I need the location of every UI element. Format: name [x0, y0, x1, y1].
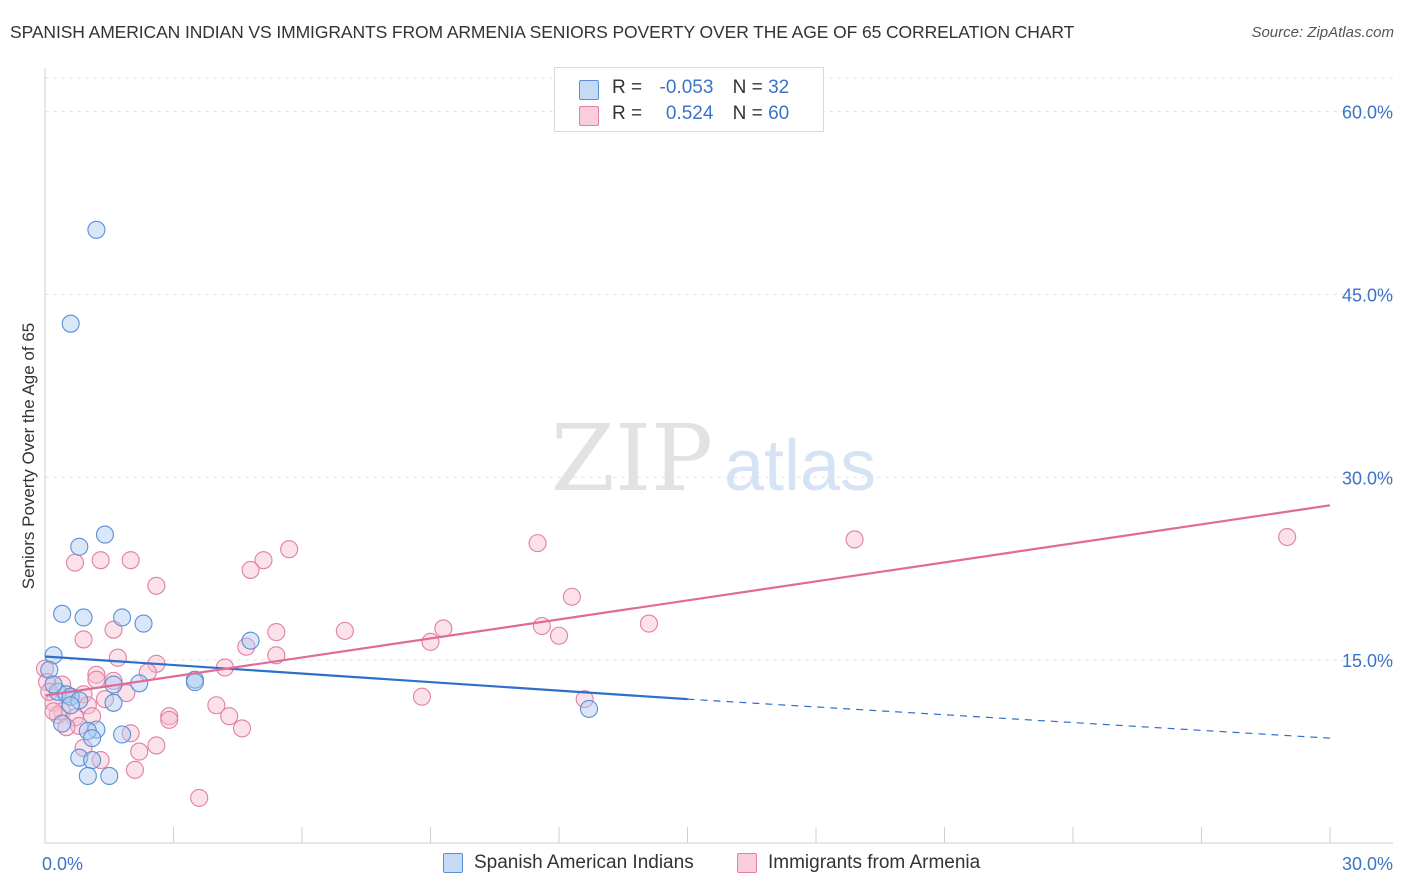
legend-label: Spanish American Indians: [474, 852, 694, 873]
data-point-armenia: [549, 626, 569, 645]
data-point-spanish-american-indian: [61, 314, 80, 333]
legend-swatch-pink: [579, 106, 599, 126]
data-point-spanish-american-indian: [83, 729, 102, 748]
data-point-armenia: [280, 540, 299, 559]
correlation-legend: R = -0.053 N = 32 R = 0.524 N = 60: [554, 67, 824, 132]
x-tick-labels: 0.0% 30.0%: [42, 854, 1393, 874]
y-tick-labels: 15.0% 30.0% 45.0% 60.0%: [1342, 103, 1393, 672]
data-point-armenia: [335, 621, 354, 640]
y-tick-label: 15.0%: [1342, 651, 1393, 671]
data-point-armenia: [74, 630, 93, 649]
data-point-spanish-american-indian: [61, 696, 80, 715]
data-point-armenia: [125, 760, 144, 779]
data-point-spanish-american-indian: [70, 691, 89, 710]
legend-label: Immigrants from Armenia: [768, 852, 981, 873]
data-point-armenia: [160, 710, 179, 729]
legend-swatch-blue: [443, 853, 463, 873]
data-point-spanish-american-indian: [95, 525, 115, 544]
data-point-spanish-american-indian: [53, 604, 72, 623]
data-point-armenia: [147, 576, 166, 595]
series-spanish-american-indians: [40, 220, 599, 786]
data-point-armenia: [267, 623, 286, 642]
data-point-armenia: [121, 551, 140, 570]
data-point-spanish-american-indian: [44, 675, 63, 694]
chart-title: SPANISH AMERICAN INDIAN VS IMMIGRANTS FR…: [10, 22, 1075, 42]
data-point-spanish-american-indian: [70, 537, 89, 556]
data-point-armenia: [562, 587, 581, 606]
legend-n-value: 60: [768, 103, 790, 124]
data-point-armenia: [254, 551, 273, 570]
data-point-armenia: [65, 553, 85, 572]
watermark: ZIP atlas: [551, 405, 876, 512]
data-point-armenia: [87, 670, 106, 689]
trend-line-spanish-american-indians: [44, 655, 688, 701]
legend-n-value: 32: [768, 77, 790, 98]
data-point-armenia: [528, 534, 547, 553]
watermark-atlas: atlas: [724, 426, 876, 506]
data-point-armenia: [421, 632, 440, 651]
legend-r-value: 0.524: [665, 103, 714, 124]
y-tick-label: 30.0%: [1342, 468, 1393, 488]
trend-line-extension-spanish-american-indians: [687, 698, 1331, 739]
trend-lines: [44, 504, 1331, 739]
data-point-armenia: [87, 665, 106, 684]
legend-swatch-pink: [737, 853, 757, 873]
watermark-zip: ZIP: [551, 405, 713, 512]
y-tick-label: 60.0%: [1342, 103, 1393, 123]
y-axis-title: Seniors Poverty Over the Age of 65: [19, 323, 38, 589]
data-point-spanish-american-indian: [579, 699, 599, 718]
legend-swatch-blue: [579, 80, 599, 100]
data-point-armenia: [91, 551, 110, 570]
data-point-spanish-american-indian: [104, 693, 123, 712]
data-point-armenia: [232, 719, 252, 738]
data-point-armenia: [207, 696, 226, 715]
data-point-armenia: [639, 614, 659, 633]
legend-n-label: N =: [732, 77, 763, 98]
data-point-spanish-american-indian: [113, 608, 132, 627]
x-tick-label: 0.0%: [42, 854, 83, 874]
data-point-armenia: [434, 619, 453, 638]
data-point-spanish-american-indian: [185, 673, 204, 692]
data-point-armenia: [1278, 527, 1297, 547]
data-point-armenia: [267, 646, 286, 665]
data-point-armenia: [130, 742, 149, 761]
legend-n-label: N =: [732, 103, 763, 124]
data-point-armenia: [108, 648, 127, 667]
data-point-armenia: [575, 690, 594, 709]
data-point-spanish-american-indian: [100, 766, 119, 786]
data-point-spanish-american-indian: [241, 631, 260, 650]
data-point-armenia: [241, 560, 260, 579]
data-point-spanish-american-indian: [40, 660, 59, 679]
data-point-spanish-american-indian: [87, 220, 106, 239]
data-point-spanish-american-indian: [74, 608, 93, 627]
data-point-spanish-american-indian: [44, 646, 63, 665]
data-point-spanish-american-indian: [53, 714, 72, 733]
legend-r-label: R =: [612, 77, 643, 98]
data-point-armenia: [190, 788, 209, 807]
source-credit: Source: ZipAtlas.com: [1251, 24, 1394, 41]
data-point-armenia: [412, 687, 431, 706]
data-point-spanish-american-indian: [78, 766, 97, 786]
data-point-spanish-american-indian: [83, 751, 102, 770]
data-point-spanish-american-indian: [134, 614, 153, 633]
x-tick-label: 30.0%: [1342, 854, 1393, 874]
data-point-armenia: [147, 736, 166, 755]
legend-r-label: R =: [612, 103, 643, 124]
data-point-armenia: [220, 707, 239, 726]
data-point-armenia: [845, 530, 864, 549]
trend-line-immigrants-from-armenia: [44, 504, 1331, 697]
legend-r-value: -0.053: [659, 77, 714, 98]
data-point-spanish-american-indian: [113, 725, 132, 744]
y-tick-label: 45.0%: [1342, 285, 1393, 305]
